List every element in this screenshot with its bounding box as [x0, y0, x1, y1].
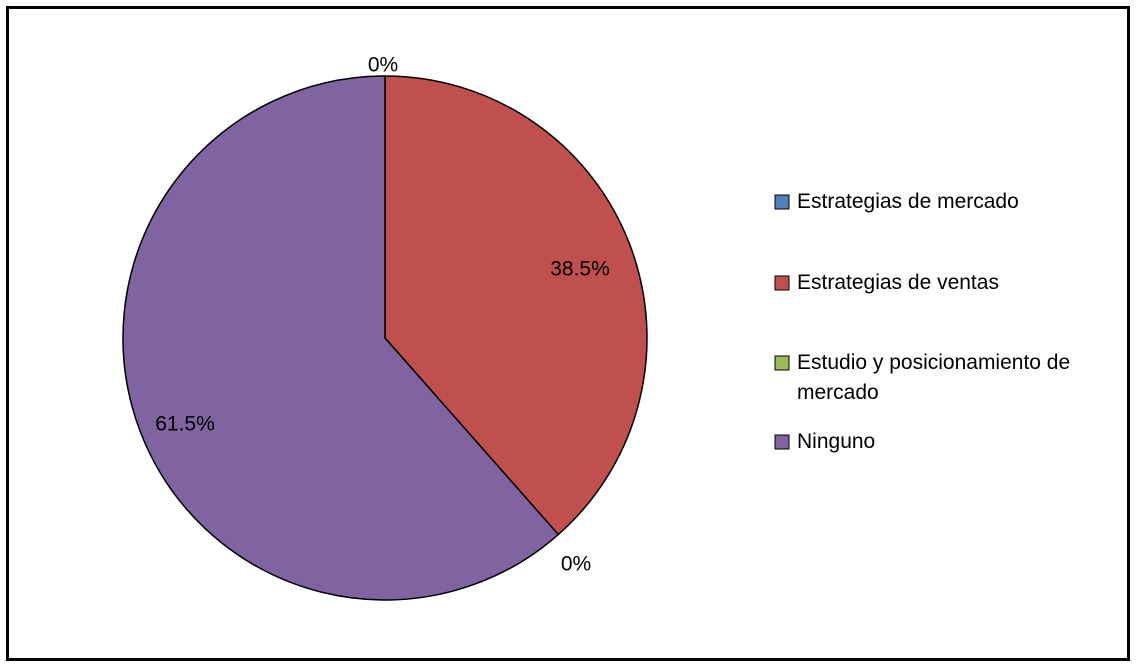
legend: Estrategias de mercado Estrategias de ven… — [774, 190, 1070, 453]
legend-swatch-estrategias-de-ventas — [774, 275, 790, 291]
pie-slice-estrategias-de-ventas — [384, 75, 648, 536]
data-label-estrategias-de-mercado: 0% — [368, 54, 398, 77]
legend-swatch-estudio-y-posicionamiento-de-mercado — [774, 355, 790, 371]
legend-item-ninguno: Ninguno — [774, 430, 875, 453]
data-label-ninguno: 61.5% — [155, 413, 215, 436]
data-label-estrategias-de-ventas: 38.5% — [550, 258, 610, 281]
legend-label-estrategias-de-mercado: Estrategias de mercado — [797, 190, 1019, 213]
legend-label-estrategias-de-ventas: Estrategias de ventas — [797, 271, 999, 294]
legend-swatch-ninguno — [774, 434, 790, 450]
legend-item-estudio-y-posicionamiento-de-mercado: Estudio y posicionamiento de mercado — [774, 351, 1070, 404]
pie-slice-ninguno — [122, 75, 560, 601]
legend-item-estrategias-de-mercado: Estrategias de mercado — [774, 190, 1019, 213]
legend-label-ninguno: Ninguno — [797, 430, 875, 453]
legend-item-estrategias-de-ventas: Estrategias de ventas — [774, 271, 999, 294]
data-labels: 0% 38.5% 0% 61.5% — [155, 54, 610, 576]
legend-swatch-estrategias-de-mercado — [774, 194, 790, 210]
legend-label-estudio-y-posicionamiento-de-mercado: Estudio y posicionamiento de mercado — [797, 351, 1070, 404]
pie-slices — [122, 75, 648, 601]
data-label-estudio-y-posicionamiento-de-mercado: 0% — [561, 553, 591, 576]
